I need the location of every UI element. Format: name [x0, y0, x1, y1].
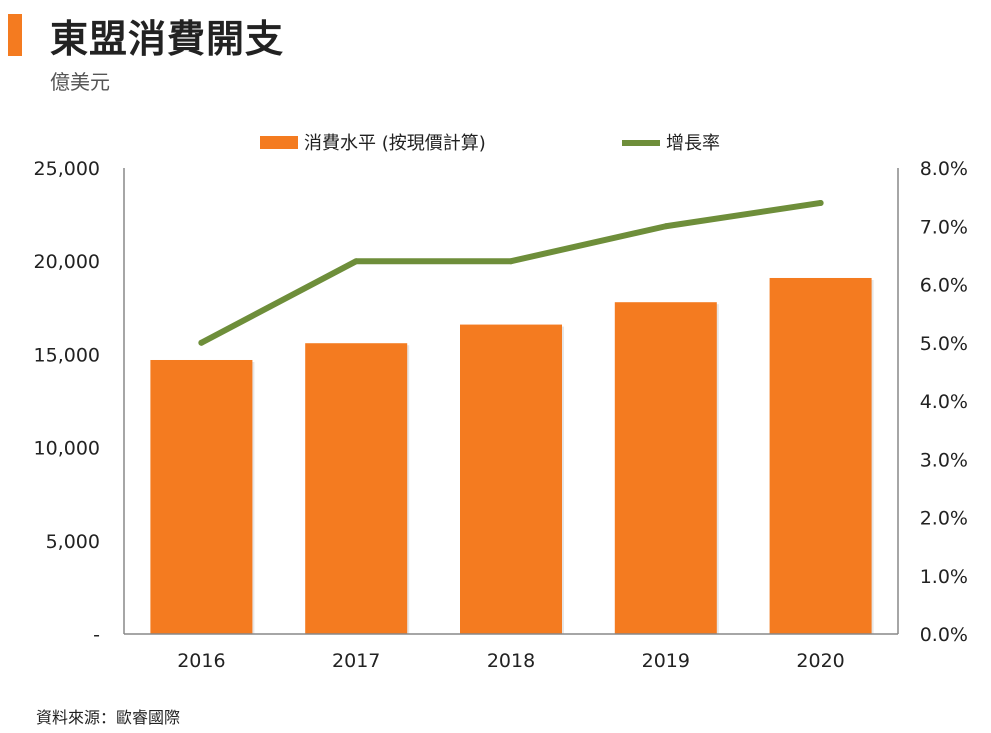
legend-line-label: 增長率	[666, 133, 720, 154]
y-left-tick-label: -	[93, 624, 100, 646]
x-tick-label: 2017	[332, 650, 380, 672]
growth-rate-point	[508, 258, 514, 265]
bar-2020	[769, 277, 872, 634]
x-tick-label: 2018	[487, 650, 535, 672]
growth-rate-point	[662, 223, 669, 230]
y-right-tick-label: 1.0%	[920, 566, 968, 588]
x-axis: 2016 2017 2018 2019 2020	[124, 633, 898, 672]
y-axis-right: 0.0% 1.0% 2.0% 3.0% 4.0% 5.0% 6.0% 7.0% 8.0%	[897, 158, 968, 646]
x-tick-label: 2016	[177, 650, 225, 672]
x-tick-label: 2020	[796, 650, 844, 672]
y-right-tick-label: 5.0%	[920, 333, 968, 355]
legend-bar-label: 消費水平 (按現價計算)	[304, 133, 486, 154]
chart-title: 東盟消費開支	[50, 17, 285, 61]
growth-rate-line	[198, 199, 824, 346]
y-axis-left: - 5,000 10,000 15,000 20,000 25,000	[34, 158, 125, 646]
bar-2017	[305, 343, 408, 634]
y-right-tick-label: 8.0%	[920, 158, 968, 180]
growth-rate-point	[198, 339, 205, 346]
bar-2019	[614, 302, 717, 634]
y-right-tick-label: 3.0%	[920, 449, 968, 471]
y-right-tick-label: 0.0%	[920, 624, 968, 646]
y-left-tick-label: 5,000	[46, 531, 100, 553]
bar-series	[150, 277, 874, 634]
y-left-tick-label: 15,000	[34, 344, 100, 366]
source-note: 資料來源：歐睿國際	[36, 708, 181, 727]
line-series	[198, 199, 824, 346]
y-right-tick-label: 2.0%	[920, 508, 968, 530]
legend: 消費水平 (按現價計算) 增長率	[260, 133, 720, 154]
bar-2018	[460, 324, 562, 634]
chart-subtitle: 億美元	[50, 70, 110, 94]
x-tick-label: 2019	[642, 650, 690, 672]
bar-2016	[150, 359, 253, 634]
y-left-tick-label: 20,000	[34, 251, 100, 273]
legend-bar-swatch	[260, 136, 298, 149]
y-right-tick-label: 7.0%	[920, 216, 968, 238]
y-right-tick-label: 4.0%	[920, 391, 968, 413]
y-left-tick-label: 10,000	[34, 438, 100, 460]
y-right-tick-label: 6.0%	[920, 275, 968, 297]
title-accent-bar	[8, 14, 22, 56]
y-left-tick-label: 25,000	[34, 158, 100, 180]
growth-rate-point	[353, 258, 360, 265]
growth-rate-point	[817, 199, 824, 206]
